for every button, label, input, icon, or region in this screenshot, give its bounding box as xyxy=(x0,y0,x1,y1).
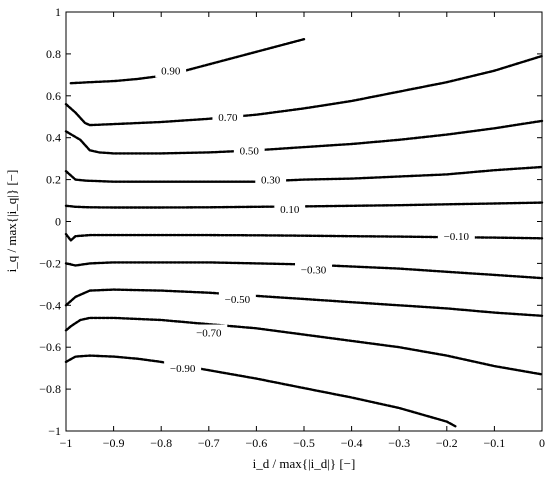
y-tick-label: 0 xyxy=(55,215,61,229)
contour-line xyxy=(69,38,306,85)
contour-label-background xyxy=(274,200,306,216)
x-tick-label: −0.1 xyxy=(484,436,506,450)
contour-line xyxy=(64,316,544,376)
x-tick-label: −0.5 xyxy=(293,436,315,450)
contour-label: 0.10 xyxy=(280,204,300,216)
y-tick-label: −0.2 xyxy=(39,256,61,270)
x-axis: −1 −0.9 −0.8 −0.7 −0.6 −0.5 −0.4 −0.3 −0.2 −0.1 0 xyxy=(60,12,545,450)
contour-line xyxy=(64,119,544,155)
contour-label: −0.30 xyxy=(301,265,327,277)
contour-line xyxy=(64,288,544,317)
x-tick-label: −0.3 xyxy=(388,436,410,450)
contour-label-background xyxy=(437,228,475,244)
y-tick-label: −0.8 xyxy=(39,382,61,396)
contour-label: 0.50 xyxy=(240,145,260,157)
x-tick-label: −1 xyxy=(60,436,73,450)
x-axis-label: i_d / max{|i_d|} [−] xyxy=(253,456,356,471)
contour-label: −0.50 xyxy=(225,294,251,306)
contour-labels: 0.90 0.70 0.50 0.30 0.10 −0.10 −0.30 −0.50 −0.70… xyxy=(155,62,475,376)
contour-label-background xyxy=(218,291,256,307)
contour-label: −0.90 xyxy=(170,363,196,375)
x-tick-label: −0.4 xyxy=(341,436,363,450)
plot-frame xyxy=(65,11,543,432)
contour-label: 0.90 xyxy=(161,66,181,78)
contour-line xyxy=(64,165,544,183)
y-axis: −1 −0.8 −0.6 −0.4 −0.2 0 0.2 0.4 0.6 0.8 1 xyxy=(39,5,542,438)
contour-label-background xyxy=(233,142,265,158)
contour-label-background xyxy=(190,324,228,340)
contour-lines xyxy=(64,38,544,428)
x-tick-label: −0.9 xyxy=(103,436,125,450)
y-axis-label: i_q / max{|i_q|} [−] xyxy=(4,170,19,273)
y-tick-label: −0.6 xyxy=(39,340,61,354)
y-tick-label: −0.4 xyxy=(39,298,61,312)
contour-label: 0.70 xyxy=(218,112,238,124)
x-tick-label: −0.6 xyxy=(246,436,268,450)
contour-label-background xyxy=(155,62,187,78)
contour-label: −0.70 xyxy=(196,328,222,340)
y-tick-label: −1 xyxy=(48,424,61,438)
x-tick-label: −0.7 xyxy=(198,436,220,450)
contour-label: 0.30 xyxy=(261,175,281,187)
x-tick-label: −0.2 xyxy=(436,436,458,450)
y-tick-label: 0.4 xyxy=(46,131,61,145)
x-tick-label: −0.8 xyxy=(150,436,172,450)
contour-line xyxy=(64,354,458,428)
contour-label-background xyxy=(212,108,244,124)
contour-line xyxy=(64,201,544,209)
contour-label: −0.10 xyxy=(444,231,470,243)
y-tick-label: 1 xyxy=(55,5,61,19)
y-tick-label: 0.8 xyxy=(46,47,61,61)
contour-label-background xyxy=(295,261,333,277)
x-tick-label: 0 xyxy=(539,436,545,450)
contour-label-background xyxy=(164,360,202,376)
y-tick-label: 0.6 xyxy=(46,89,61,103)
contour-label-background xyxy=(255,171,287,187)
contour-line xyxy=(64,54,544,127)
contour-line xyxy=(64,261,544,280)
y-tick-label: 0.2 xyxy=(46,173,61,187)
